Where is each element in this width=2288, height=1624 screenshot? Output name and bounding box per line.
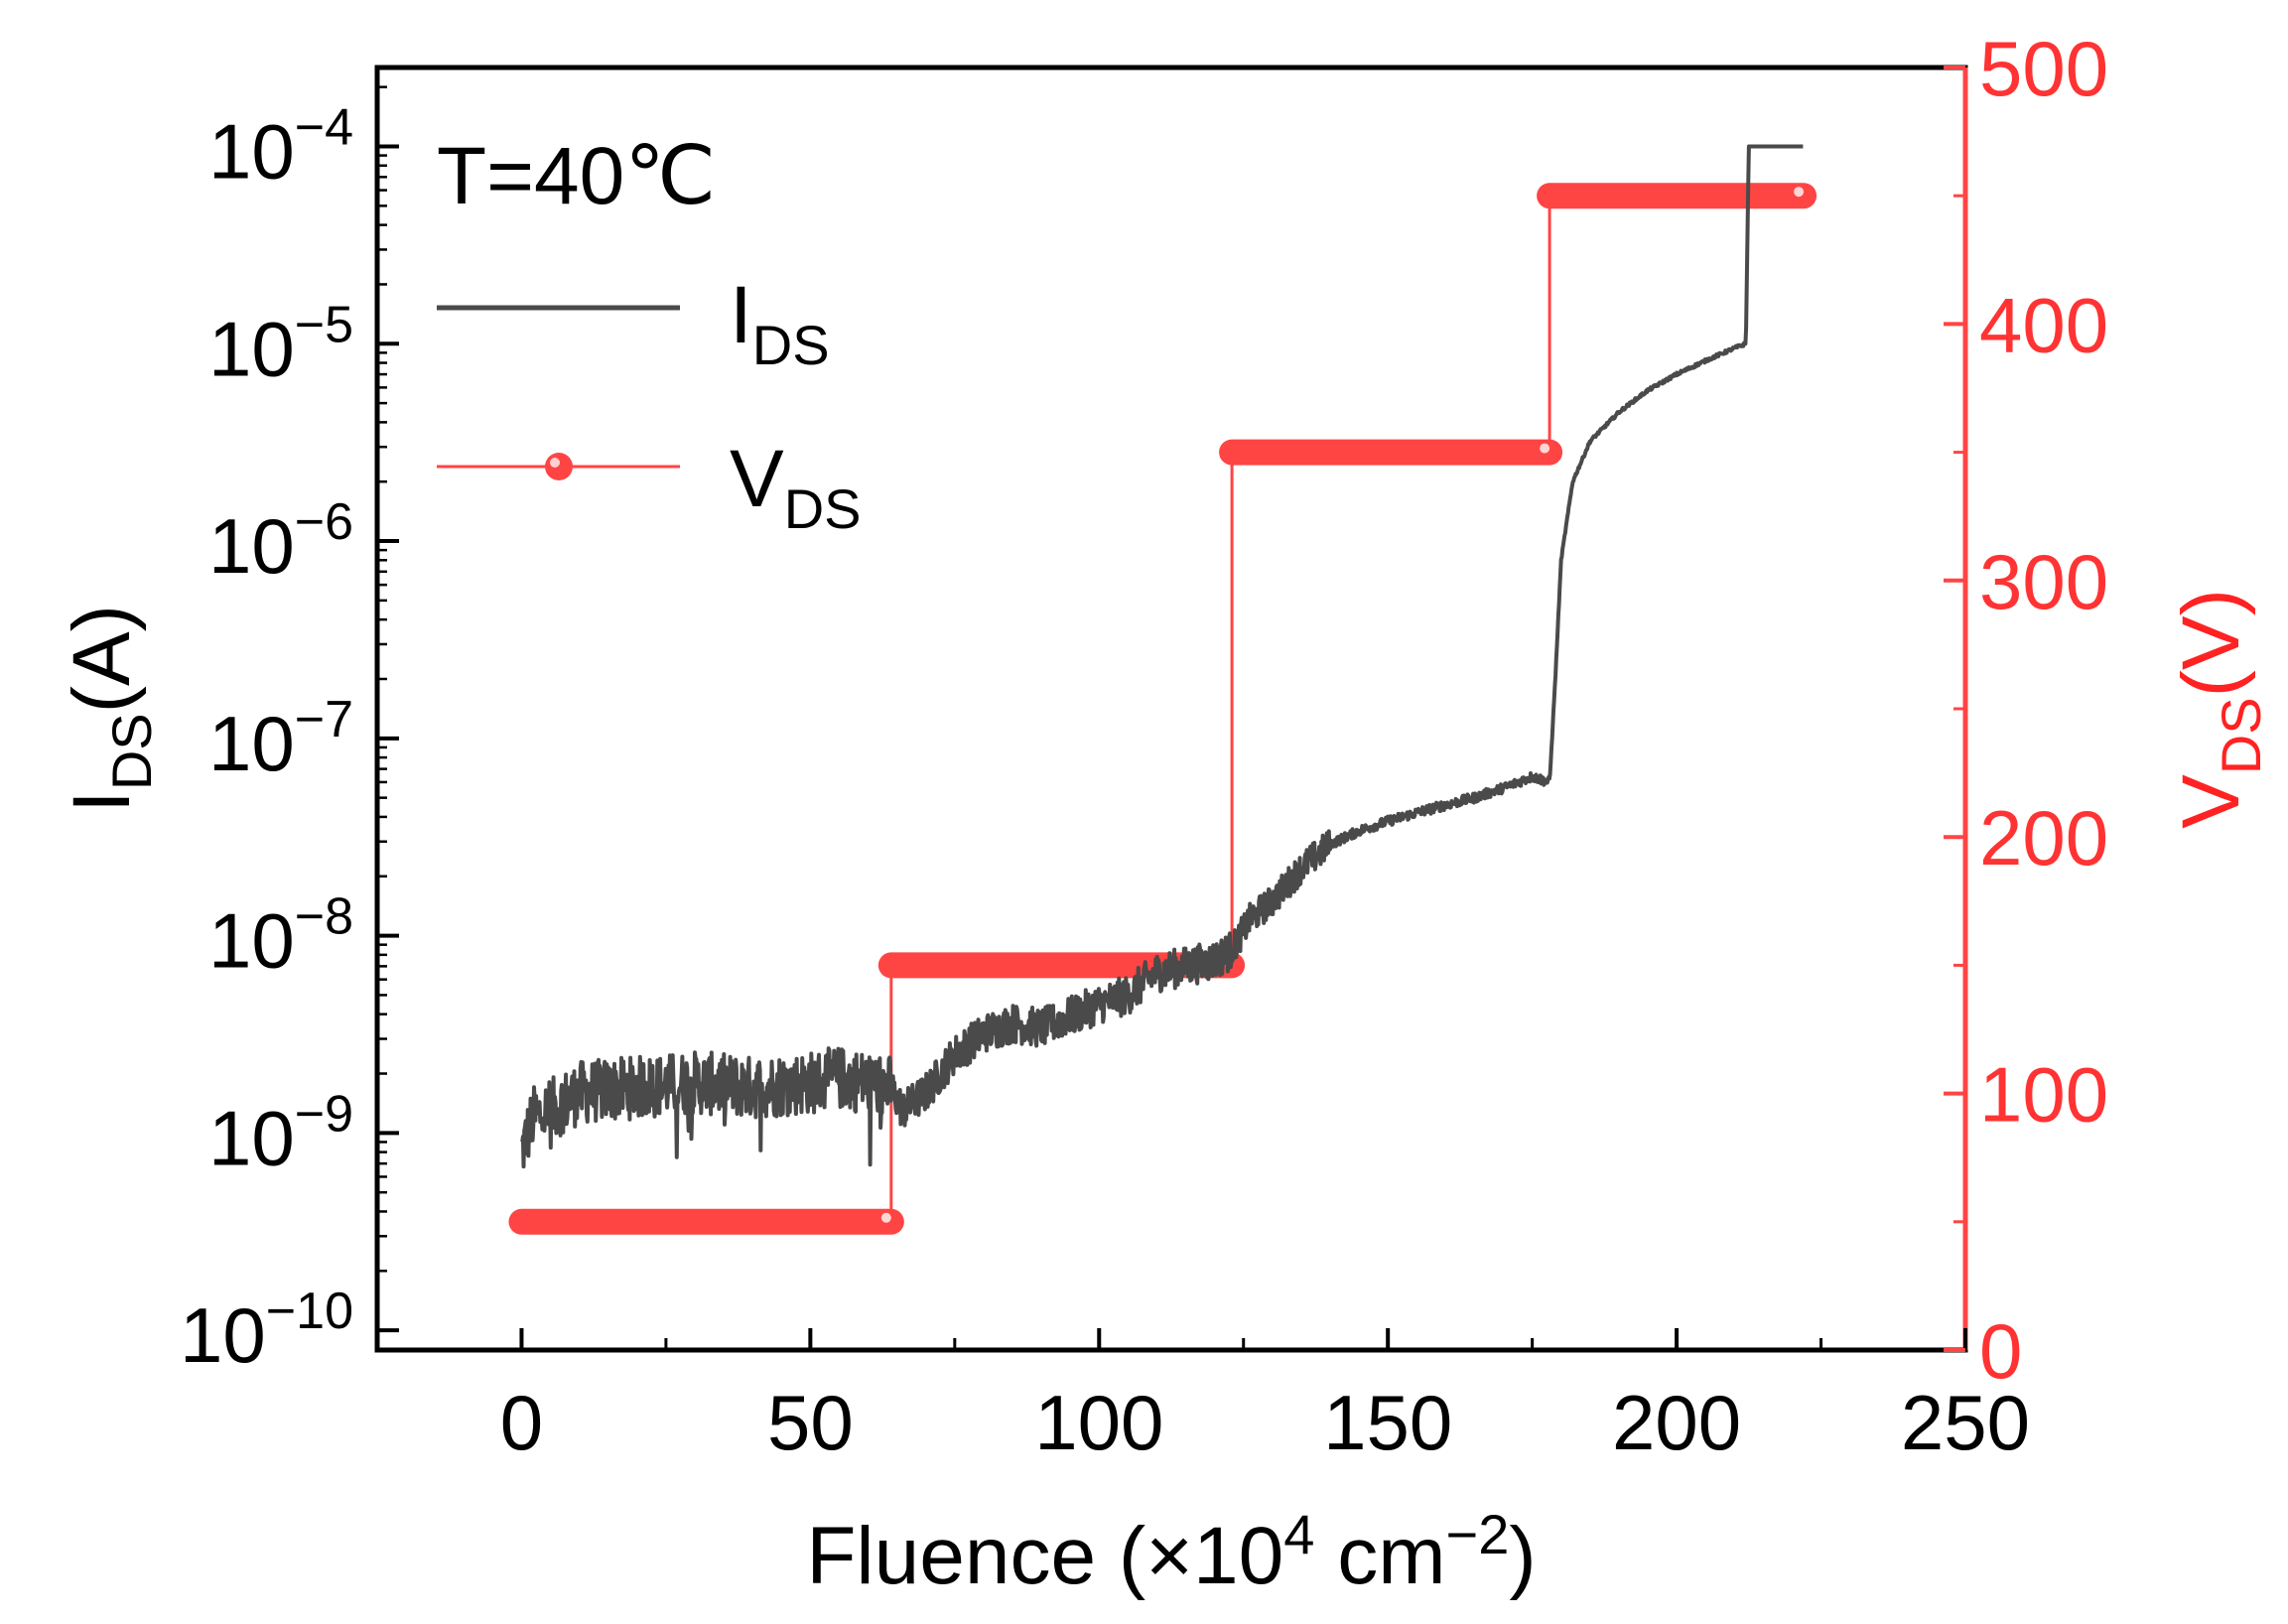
ids-series-line [520, 144, 1805, 1169]
vds-series-line [521, 194, 1805, 1224]
legend-ids-label: IDS [730, 270, 830, 376]
y-left-tick-label: 10−7 [208, 691, 353, 787]
vds-marker-highlight [1540, 443, 1550, 454]
x-tick-label: 200 [1612, 1379, 1741, 1466]
vds-marker-highlight [1794, 187, 1805, 198]
y-left-tick-label: 10−9 [208, 1085, 353, 1181]
y-right-tick-label: 400 [1979, 281, 2108, 368]
x-tick-label: 0 [500, 1379, 543, 1466]
y-left-tick-label: 10−5 [208, 296, 353, 392]
plot-frame [374, 65, 1968, 1353]
x-tick-label: 150 [1323, 1379, 1452, 1466]
vds-marker-highlight [880, 1212, 891, 1223]
y-left-tick-label: 10−6 [208, 493, 353, 590]
x-tick-label: 50 [767, 1379, 854, 1466]
y-left-tick-label: 10−4 [208, 99, 353, 196]
legend-vds-marker-highlight [550, 458, 560, 468]
y-left-axis-title: IDS(A) [57, 605, 163, 813]
y-left-tick-label: 10−8 [208, 888, 353, 985]
x-tick-label: 250 [1901, 1379, 2030, 1466]
legend-vds-label: VDS [730, 434, 862, 540]
y-left-tick-label: 10−10 [180, 1283, 353, 1379]
y-right-tick-label: 200 [1979, 794, 2108, 881]
annotation-temperature: T=40℃ [437, 131, 716, 221]
legend: IDS VDS [437, 270, 862, 540]
y-right-tick-label: 100 [1979, 1051, 2108, 1139]
y-right-tick-label: 300 [1979, 538, 2108, 625]
x-tick-label: 100 [1034, 1379, 1163, 1466]
y-right-axis-title: VDS(V) [2166, 589, 2272, 829]
y-right-tick-label: 500 [1979, 25, 2108, 112]
legend-vds-marker [545, 453, 573, 480]
x-axis-title: Fluence (×104 cm−2) [806, 1503, 1536, 1601]
y-right-tick-label: 0 [1979, 1307, 2022, 1395]
